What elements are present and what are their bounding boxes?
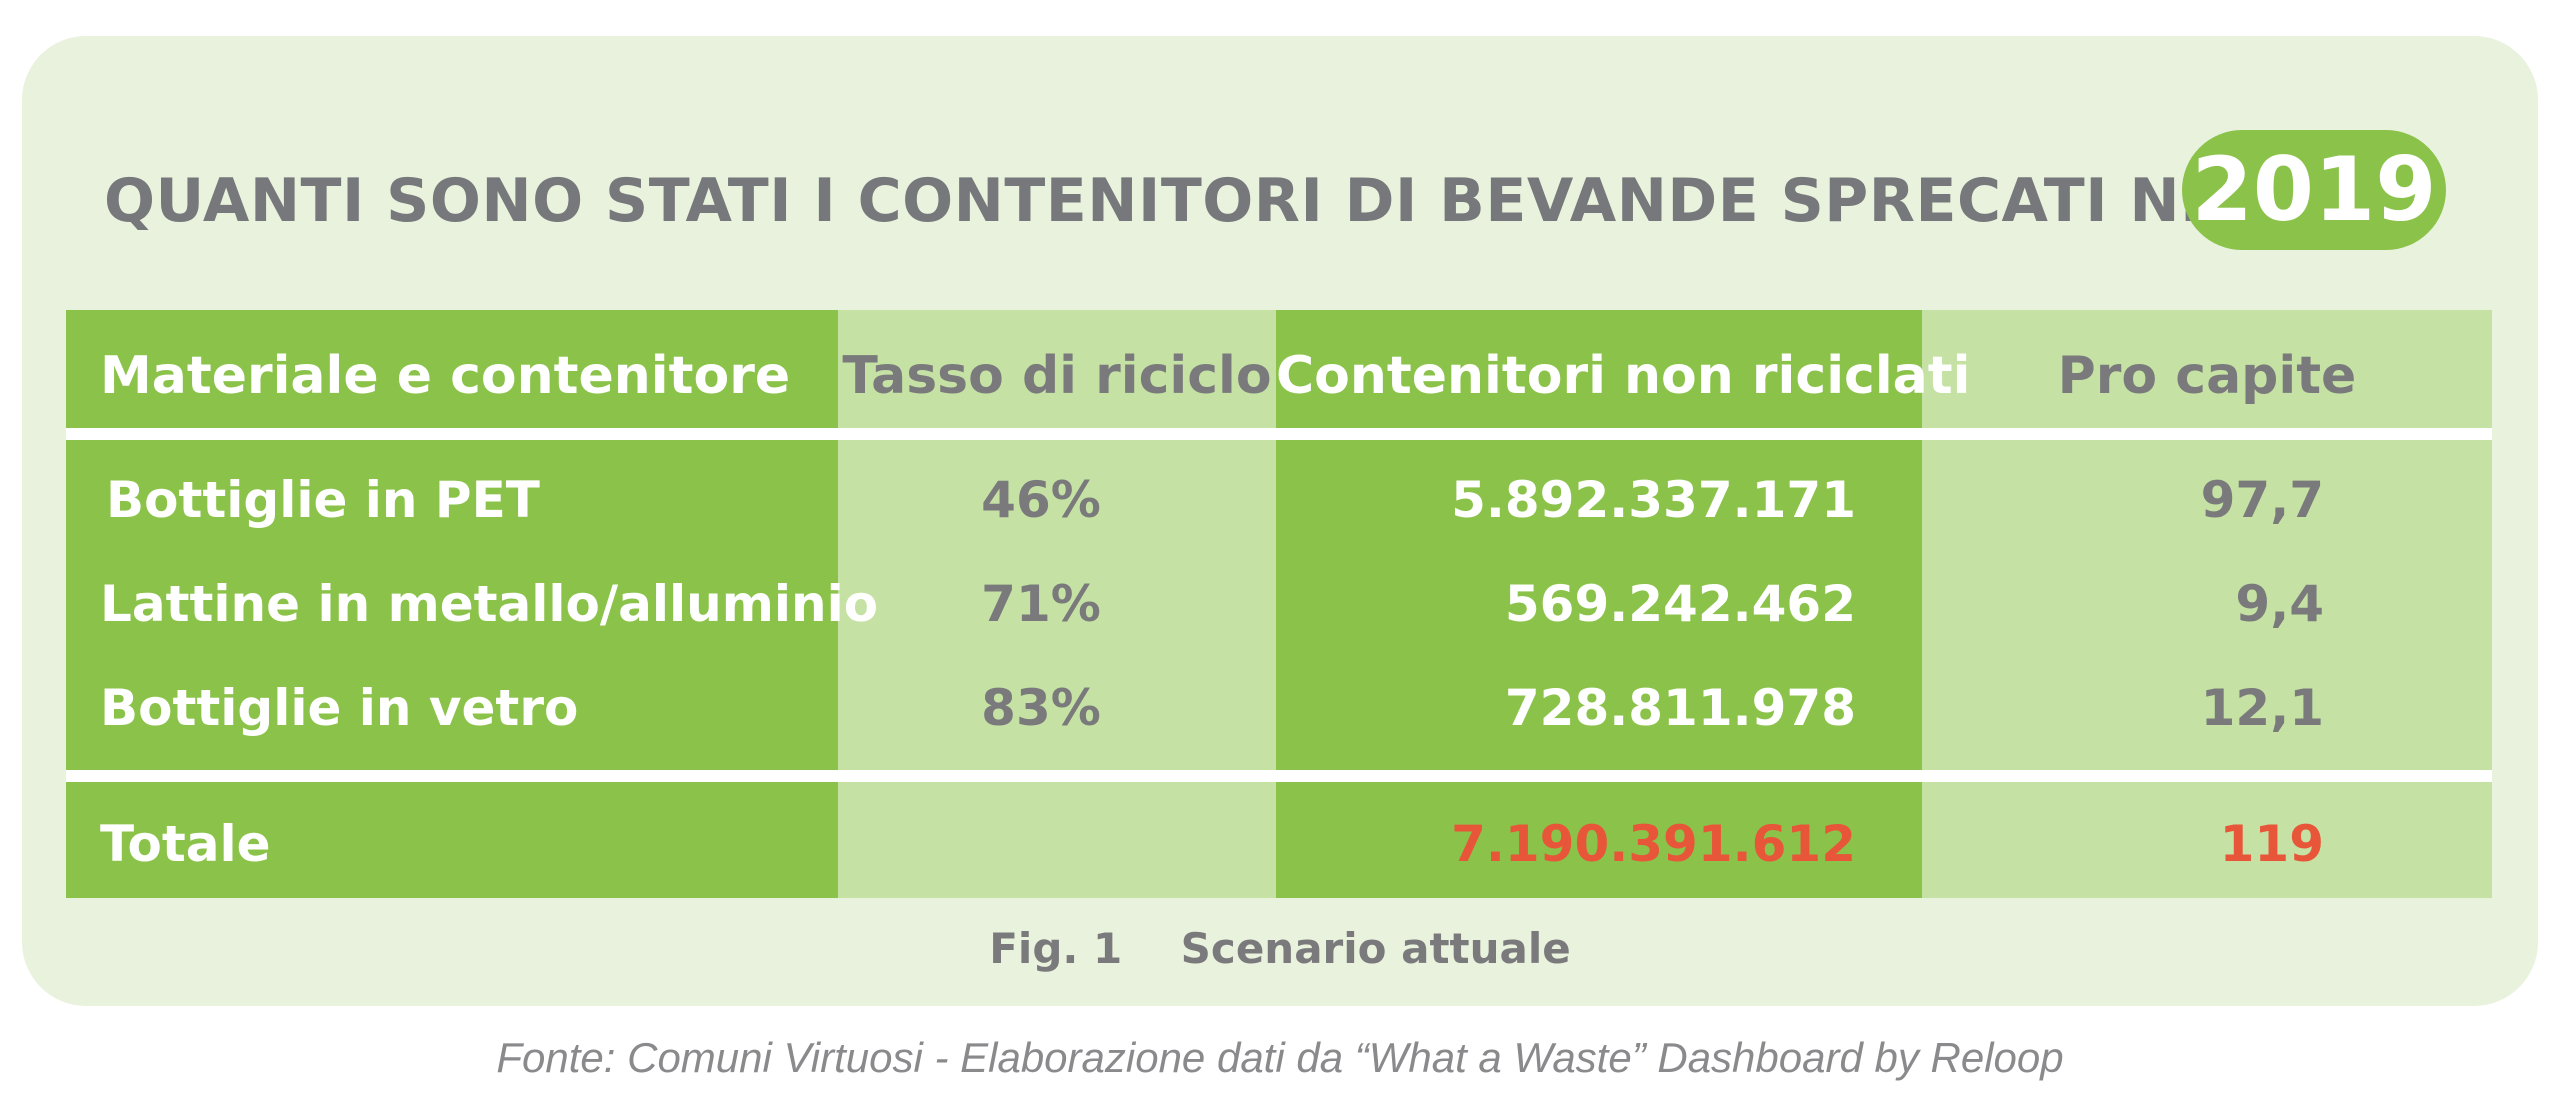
total-per-capita: 119 xyxy=(2219,815,2324,873)
header-material: Materiale e contenitore xyxy=(100,346,791,406)
row-3-per-capita: 12,1 xyxy=(2200,679,2324,737)
figure-caption: Fig. 1 Scenario attuale xyxy=(989,924,1571,973)
column-bg-per-capita xyxy=(1922,310,2492,898)
row-1-material: Bottiglie in PET xyxy=(106,471,540,529)
source-note: Fonte: Comuni Virtuosi - Elaborazione da… xyxy=(496,1034,2064,1081)
row-2-per-capita: 9,4 xyxy=(2235,575,2324,633)
row-1-per-capita: 97,7 xyxy=(2200,471,2324,529)
total-non-recycled: 7.190.391.612 xyxy=(1451,815,1856,873)
row-2-recycling-rate: 71% xyxy=(981,575,1101,633)
header-recycling-rate: Tasso di riciclo xyxy=(842,346,1272,406)
total-separator xyxy=(66,770,2492,782)
data-table: Materiale e contenitore Tasso di riciclo… xyxy=(66,310,2492,898)
year-badge: 2019 xyxy=(2182,130,2446,250)
row-1-recycling-rate: 46% xyxy=(981,471,1101,529)
row-2-non-recycled: 569.242.462 xyxy=(1504,575,1856,633)
figure-title: QUANTI SONO STATI I CONTENITORI DI BEVAN… xyxy=(104,166,2261,236)
row-3-recycling-rate: 83% xyxy=(981,679,1101,737)
column-bg-non-recycled xyxy=(1276,310,1922,898)
column-bg-material xyxy=(66,310,838,898)
total-label: Totale xyxy=(100,815,271,873)
row-2-material: Lattine in metallo/alluminio xyxy=(100,575,879,633)
row-1-non-recycled: 5.892.337.171 xyxy=(1451,471,1856,529)
row-3-material: Bottiglie in vetro xyxy=(100,679,579,737)
header-per-capita: Pro capite xyxy=(2057,346,2357,406)
header-non-recycled: Contenitori non riciclati xyxy=(1276,346,1971,406)
header-separator xyxy=(66,428,2492,440)
row-3-non-recycled: 728.811.978 xyxy=(1504,679,1856,737)
column-bg-recycling-rate xyxy=(838,310,1276,898)
